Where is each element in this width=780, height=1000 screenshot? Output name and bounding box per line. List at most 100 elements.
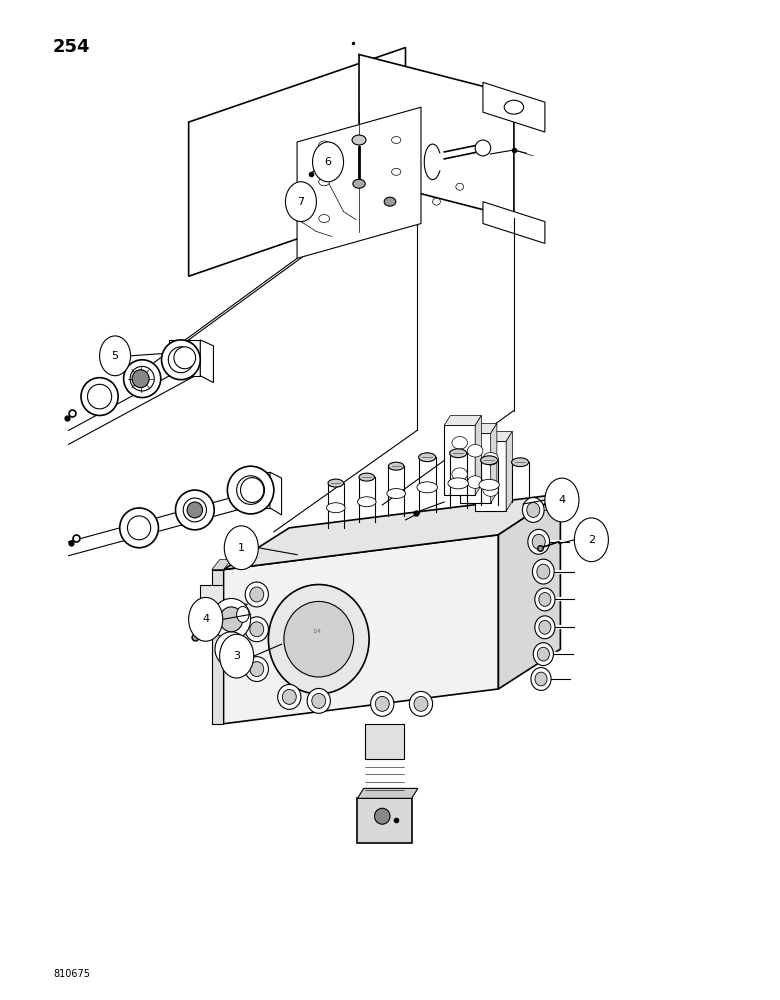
Ellipse shape (174, 347, 196, 369)
Ellipse shape (319, 215, 330, 223)
Ellipse shape (479, 479, 499, 490)
Ellipse shape (433, 198, 441, 205)
Polygon shape (212, 570, 224, 724)
Ellipse shape (526, 502, 540, 517)
Text: 254: 254 (53, 38, 90, 56)
Ellipse shape (537, 647, 549, 661)
Ellipse shape (385, 197, 395, 206)
Text: 3: 3 (233, 651, 240, 661)
Polygon shape (212, 560, 231, 570)
Ellipse shape (212, 598, 250, 640)
Ellipse shape (245, 582, 268, 607)
Circle shape (225, 526, 258, 570)
Polygon shape (459, 423, 497, 433)
Ellipse shape (452, 468, 467, 480)
Ellipse shape (319, 178, 330, 186)
Circle shape (236, 606, 249, 622)
Ellipse shape (215, 632, 247, 667)
Ellipse shape (539, 620, 551, 634)
Ellipse shape (419, 453, 436, 462)
Polygon shape (357, 788, 418, 798)
Ellipse shape (537, 564, 550, 579)
Polygon shape (169, 340, 200, 376)
Ellipse shape (220, 607, 243, 632)
Ellipse shape (531, 668, 551, 690)
Ellipse shape (161, 340, 200, 380)
Ellipse shape (250, 662, 264, 677)
Ellipse shape (123, 360, 161, 398)
Ellipse shape (236, 476, 264, 504)
Ellipse shape (370, 691, 394, 716)
Ellipse shape (282, 689, 296, 704)
Ellipse shape (353, 179, 365, 188)
Ellipse shape (81, 378, 119, 415)
Ellipse shape (387, 489, 406, 499)
Ellipse shape (352, 135, 366, 145)
Ellipse shape (467, 445, 483, 457)
Text: 4: 4 (202, 614, 209, 624)
Polygon shape (445, 425, 475, 495)
Ellipse shape (87, 384, 112, 409)
Ellipse shape (127, 516, 151, 540)
Ellipse shape (483, 484, 498, 496)
Text: 1/4: 1/4 (312, 629, 321, 634)
Ellipse shape (523, 498, 544, 522)
Ellipse shape (483, 452, 498, 465)
Ellipse shape (452, 437, 467, 449)
Ellipse shape (183, 498, 207, 522)
Polygon shape (224, 535, 498, 724)
Ellipse shape (245, 617, 268, 642)
Polygon shape (483, 202, 545, 243)
Polygon shape (359, 54, 514, 218)
Circle shape (545, 478, 579, 522)
Ellipse shape (327, 503, 345, 513)
Ellipse shape (475, 140, 491, 156)
Ellipse shape (222, 639, 241, 659)
Polygon shape (357, 798, 412, 843)
Text: 810675: 810675 (53, 969, 90, 979)
Ellipse shape (410, 691, 433, 716)
Ellipse shape (130, 366, 154, 391)
Polygon shape (224, 494, 560, 570)
Ellipse shape (449, 449, 466, 458)
Ellipse shape (535, 616, 555, 639)
Ellipse shape (132, 370, 149, 388)
Ellipse shape (535, 588, 555, 611)
Ellipse shape (240, 478, 264, 502)
Text: 2: 2 (588, 535, 595, 545)
Circle shape (285, 182, 317, 222)
Text: 5: 5 (112, 351, 119, 361)
Ellipse shape (278, 684, 301, 709)
Polygon shape (235, 472, 270, 508)
Polygon shape (506, 431, 512, 511)
Ellipse shape (417, 482, 438, 493)
Ellipse shape (448, 478, 468, 489)
Ellipse shape (392, 168, 401, 175)
Ellipse shape (357, 497, 376, 507)
Polygon shape (189, 48, 406, 276)
Polygon shape (475, 415, 481, 495)
Ellipse shape (504, 100, 523, 114)
Ellipse shape (168, 347, 193, 373)
Ellipse shape (307, 688, 331, 713)
Ellipse shape (319, 141, 330, 149)
Ellipse shape (414, 696, 428, 711)
Text: 6: 6 (324, 157, 331, 167)
Ellipse shape (512, 458, 529, 467)
Ellipse shape (533, 559, 554, 584)
Ellipse shape (245, 657, 268, 681)
Ellipse shape (388, 462, 404, 470)
Polygon shape (270, 472, 282, 515)
Polygon shape (297, 107, 421, 258)
Text: 4: 4 (558, 495, 566, 505)
Ellipse shape (480, 456, 498, 465)
Ellipse shape (312, 693, 326, 708)
Ellipse shape (534, 643, 553, 666)
Polygon shape (200, 340, 214, 383)
Ellipse shape (467, 476, 483, 488)
Polygon shape (475, 441, 506, 511)
Ellipse shape (359, 473, 374, 481)
Polygon shape (459, 433, 491, 503)
Polygon shape (445, 415, 481, 425)
Circle shape (189, 597, 223, 641)
